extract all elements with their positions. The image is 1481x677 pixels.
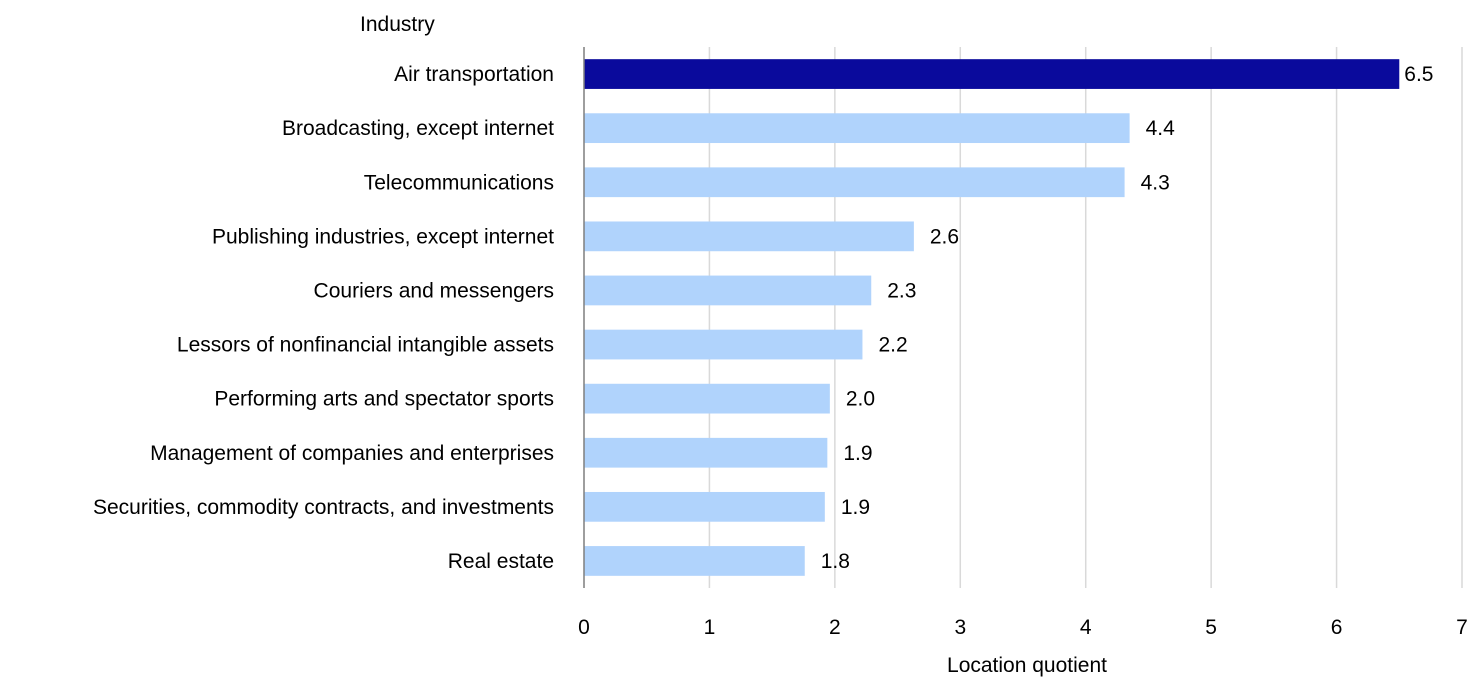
data-label: 6.5: [1404, 63, 1433, 86]
x-tick-label: 2: [829, 616, 841, 639]
data-label: 4.4: [1146, 117, 1176, 140]
x-tick-label: 0: [578, 616, 590, 639]
bar: [584, 491, 825, 522]
x-tick-label: 1: [704, 616, 716, 639]
bar: [584, 546, 805, 576]
data-label: 2.6: [930, 225, 959, 248]
x-tick-label: 4: [1080, 616, 1092, 639]
x-tick-labels: 0 1 2 3 4 5 6 7: [578, 616, 1468, 639]
x-tick-label: 6: [1331, 616, 1343, 639]
data-labels: 6.5 4.4 4.3 2.6 2.3 2.2 2.0 1.9 1.9 1.8: [821, 63, 1434, 573]
data-label: 2.2: [878, 334, 907, 357]
data-label: 1.9: [843, 442, 872, 465]
data-label: 2.3: [887, 279, 916, 302]
data-label: 4.3: [1141, 171, 1170, 194]
category-label: Performing arts and spectator sports: [214, 388, 554, 411]
data-label: 2.0: [846, 388, 875, 411]
category-label: Securities, commodity contracts, and inv…: [93, 496, 554, 519]
bar: [584, 221, 914, 252]
x-tick-label: 3: [954, 616, 966, 639]
category-labels: Air transportation Broadcasting, except i…: [93, 63, 554, 573]
y-axis-title: Industry: [360, 13, 435, 36]
bar: [584, 113, 1130, 144]
bars: [584, 59, 1400, 576]
category-label: Publishing industries, except internet: [212, 225, 554, 248]
x-tick-label: 5: [1205, 616, 1217, 639]
category-label: Broadcasting, except internet: [282, 117, 554, 140]
bar: [584, 275, 872, 306]
category-label: Air transportation: [394, 63, 554, 86]
bar: [584, 167, 1125, 198]
category-label: Telecommunications: [364, 171, 554, 194]
data-label: 1.9: [841, 496, 870, 519]
category-label: Lessors of nonfinancial intangible asset…: [177, 334, 554, 357]
bar: [584, 59, 1400, 89]
bar: [584, 437, 828, 468]
category-label: Management of companies and enterprises: [150, 442, 554, 465]
x-tick-label: 7: [1456, 616, 1468, 639]
bar: [584, 383, 830, 414]
bar: [584, 329, 863, 360]
x-axis-title: Location quotient: [947, 654, 1107, 677]
category-label: Couriers and messengers: [314, 279, 554, 302]
category-label: Real estate: [448, 550, 554, 573]
data-label: 1.8: [821, 550, 850, 573]
